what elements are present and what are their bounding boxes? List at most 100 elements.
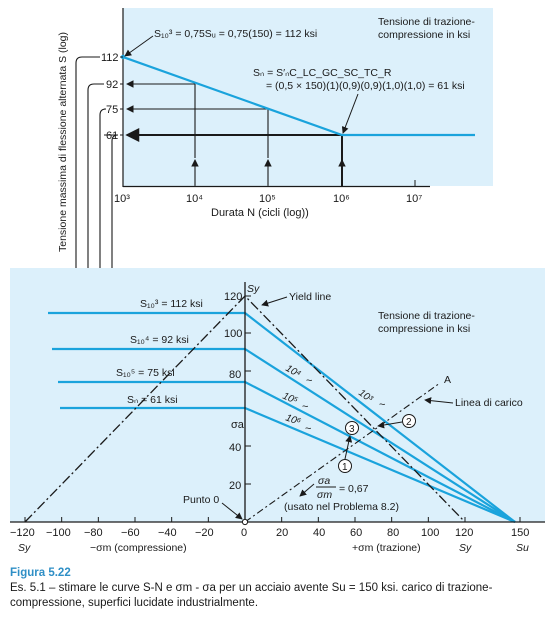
caption: Figura 5.22 Es. 5.1 – stimare le curve S…	[10, 566, 540, 611]
bottom-x-ticks	[24, 517, 521, 522]
bxtick-100: 100	[421, 527, 439, 539]
point-a-label: A	[444, 374, 451, 386]
load-line	[244, 382, 441, 523]
level-label-92: S₁₀⁴ = 92 ksi	[130, 334, 189, 346]
top-x-label: Durata N (cicli (log))	[211, 207, 309, 219]
level-label-61: Sₙ = 61 ksi	[127, 394, 178, 406]
xtick-1e6: 10⁶	[333, 193, 350, 205]
ratio-num: σa	[318, 475, 330, 487]
figure: 112 92 75 61 10³ 10⁴ 10⁵ 10⁶ 10⁷ Durata …	[10, 8, 545, 554]
goodman-line-10⁵	[244, 381, 516, 523]
bytick-40: 40	[229, 442, 241, 454]
top-eq2-line1: Sₙ = S′ₙC_LC_GC_SC_TC_R	[253, 67, 392, 79]
top-x-tick-labels: 10³ 10⁴ 10⁵ 10⁶ 10⁷	[114, 193, 422, 205]
bytick-120: 120	[224, 291, 242, 303]
yield-line-label: Yield line	[289, 291, 331, 303]
marker-2-leader	[377, 421, 403, 429]
level-lines	[48, 311, 245, 410]
xtick-1e7: 10⁷	[406, 193, 422, 205]
curve-tildes: ~ ~ ~ ~	[302, 375, 385, 435]
bottom-xlabel-right: +σm (trazione)	[352, 542, 421, 554]
bxtick-n120: −120	[10, 527, 35, 539]
ratio-annotation: σa σm = 0,67 (usato nel Problema 8.2)	[284, 475, 399, 513]
ytick-75: 75	[106, 104, 118, 116]
top-y-tick-connectors	[120, 56, 123, 136]
bxtick-40: 40	[313, 527, 325, 539]
bottom-y-tick-labels: 120 100 80 40 20	[224, 291, 242, 492]
bytick-100: 100	[224, 328, 242, 340]
tilde-1e6: ~	[305, 423, 311, 435]
top-legend-line1: Tensione di trazione-	[378, 16, 475, 28]
top-eq1-leader	[124, 35, 154, 57]
ytick-61: 61	[106, 130, 118, 142]
tilde-1e5: ~	[302, 401, 308, 413]
ratio-val: = 0,67	[339, 483, 369, 495]
bxtick-120: 120	[455, 527, 473, 539]
bottom-panel	[10, 268, 545, 522]
svg-text:1: 1	[342, 462, 348, 473]
top-horizontal-arrows	[126, 80, 268, 113]
marker-2: 2	[402, 414, 416, 428]
bxtick-150: 150	[511, 527, 529, 539]
bottom-y-ticks	[245, 295, 251, 485]
bottom-xlabel-left: −σm (compressione)	[90, 542, 187, 554]
bottom-sy-left: Sy	[18, 542, 31, 554]
top-vertical-arrows	[191, 84, 272, 185]
xtick-1e4: 10⁴	[186, 193, 203, 205]
bxtick-n80: −80	[84, 527, 103, 539]
caption-text: Es. 5.1 – stimare le curve S-N e σm - σa…	[10, 582, 493, 609]
goodman-line-10³	[244, 312, 516, 523]
bxtick-20: 20	[276, 527, 288, 539]
bxtick-n20: −20	[195, 527, 214, 539]
bottom-legend-line2: compressione in ksi	[378, 323, 470, 335]
xtick-1e3: 10³	[114, 193, 130, 205]
bottom-x-tick-labels: −120 −100 −80 −60 −40 −20 0 20 40 60 80 …	[10, 527, 529, 539]
caption-title: Figura 5.22	[10, 567, 71, 579]
tilde-1e4: ~	[306, 375, 312, 387]
top-eq2-leader	[341, 93, 359, 134]
bytick-80: 80	[229, 369, 241, 381]
bxtick-n60: −60	[121, 527, 140, 539]
tilde-1e3: ~	[379, 399, 385, 411]
bxtick-0: 0	[241, 527, 247, 539]
top-y-tick-labels: 112 92 75 61	[101, 52, 119, 142]
bxtick-80: 80	[387, 527, 399, 539]
ratio-note: (usato nel Problema 8.2)	[284, 501, 399, 513]
bottom-sy-right: Sy	[459, 542, 472, 554]
goodman-line-10⁶	[244, 406, 516, 524]
ratio-leader	[299, 483, 315, 497]
top-eq2-line2: = (0,5 × 150)(1)(0,9)(0,9)(1,0)(1,0) = 6…	[266, 80, 465, 92]
xtick-1e5: 10⁵	[259, 193, 276, 205]
bottom-legend-line1: Tensione di trazione-	[378, 310, 475, 322]
bottom-sigma-a: σa	[231, 419, 245, 431]
bxtick-n100: −100	[46, 527, 71, 539]
load-line-label: Linea di carico	[455, 397, 523, 409]
connecting-arrows	[72, 56, 119, 405]
top-panel	[123, 8, 493, 186]
load-line-leader	[424, 397, 454, 405]
bottom-sy-top: Sy	[247, 283, 260, 295]
punto-0-label: Punto 0	[183, 494, 219, 506]
marker-1: 1	[338, 459, 352, 473]
bottom-su: Su	[516, 542, 529, 554]
curve-label-1e6: 10⁶	[284, 412, 302, 428]
ratio-den: σm	[317, 489, 332, 501]
top-eq1: S₁₀³ = 0,75Sᵤ = 0,75(150) = 112 ksi	[154, 28, 317, 40]
level-labels: S₁₀³ = 112 ksi S₁₀⁴ = 92 ksi S₁₀⁵ = 75 k…	[116, 298, 203, 406]
level-label-112: S₁₀³ = 112 ksi	[140, 298, 203, 310]
punto-0-point	[241, 518, 249, 526]
bxtick-n40: −40	[158, 527, 177, 539]
punto-0-leader	[221, 502, 243, 520]
bxtick-60: 60	[350, 527, 362, 539]
level-label-75: S₁₀⁵ = 75 ksi	[116, 367, 175, 379]
svg-text:2: 2	[406, 417, 412, 428]
marker-3: 3	[345, 421, 359, 435]
top-legend-line2: compressione in ksi	[378, 29, 470, 41]
ytick-112: 112	[101, 52, 119, 64]
top-y-label: Tensione massima di flessione alternata …	[57, 32, 69, 252]
ytick-92: 92	[106, 79, 118, 91]
marker-1-leader	[344, 435, 353, 460]
bytick-20: 20	[229, 480, 241, 492]
sn-curve	[122, 55, 475, 137]
svg-text:3: 3	[349, 424, 355, 435]
